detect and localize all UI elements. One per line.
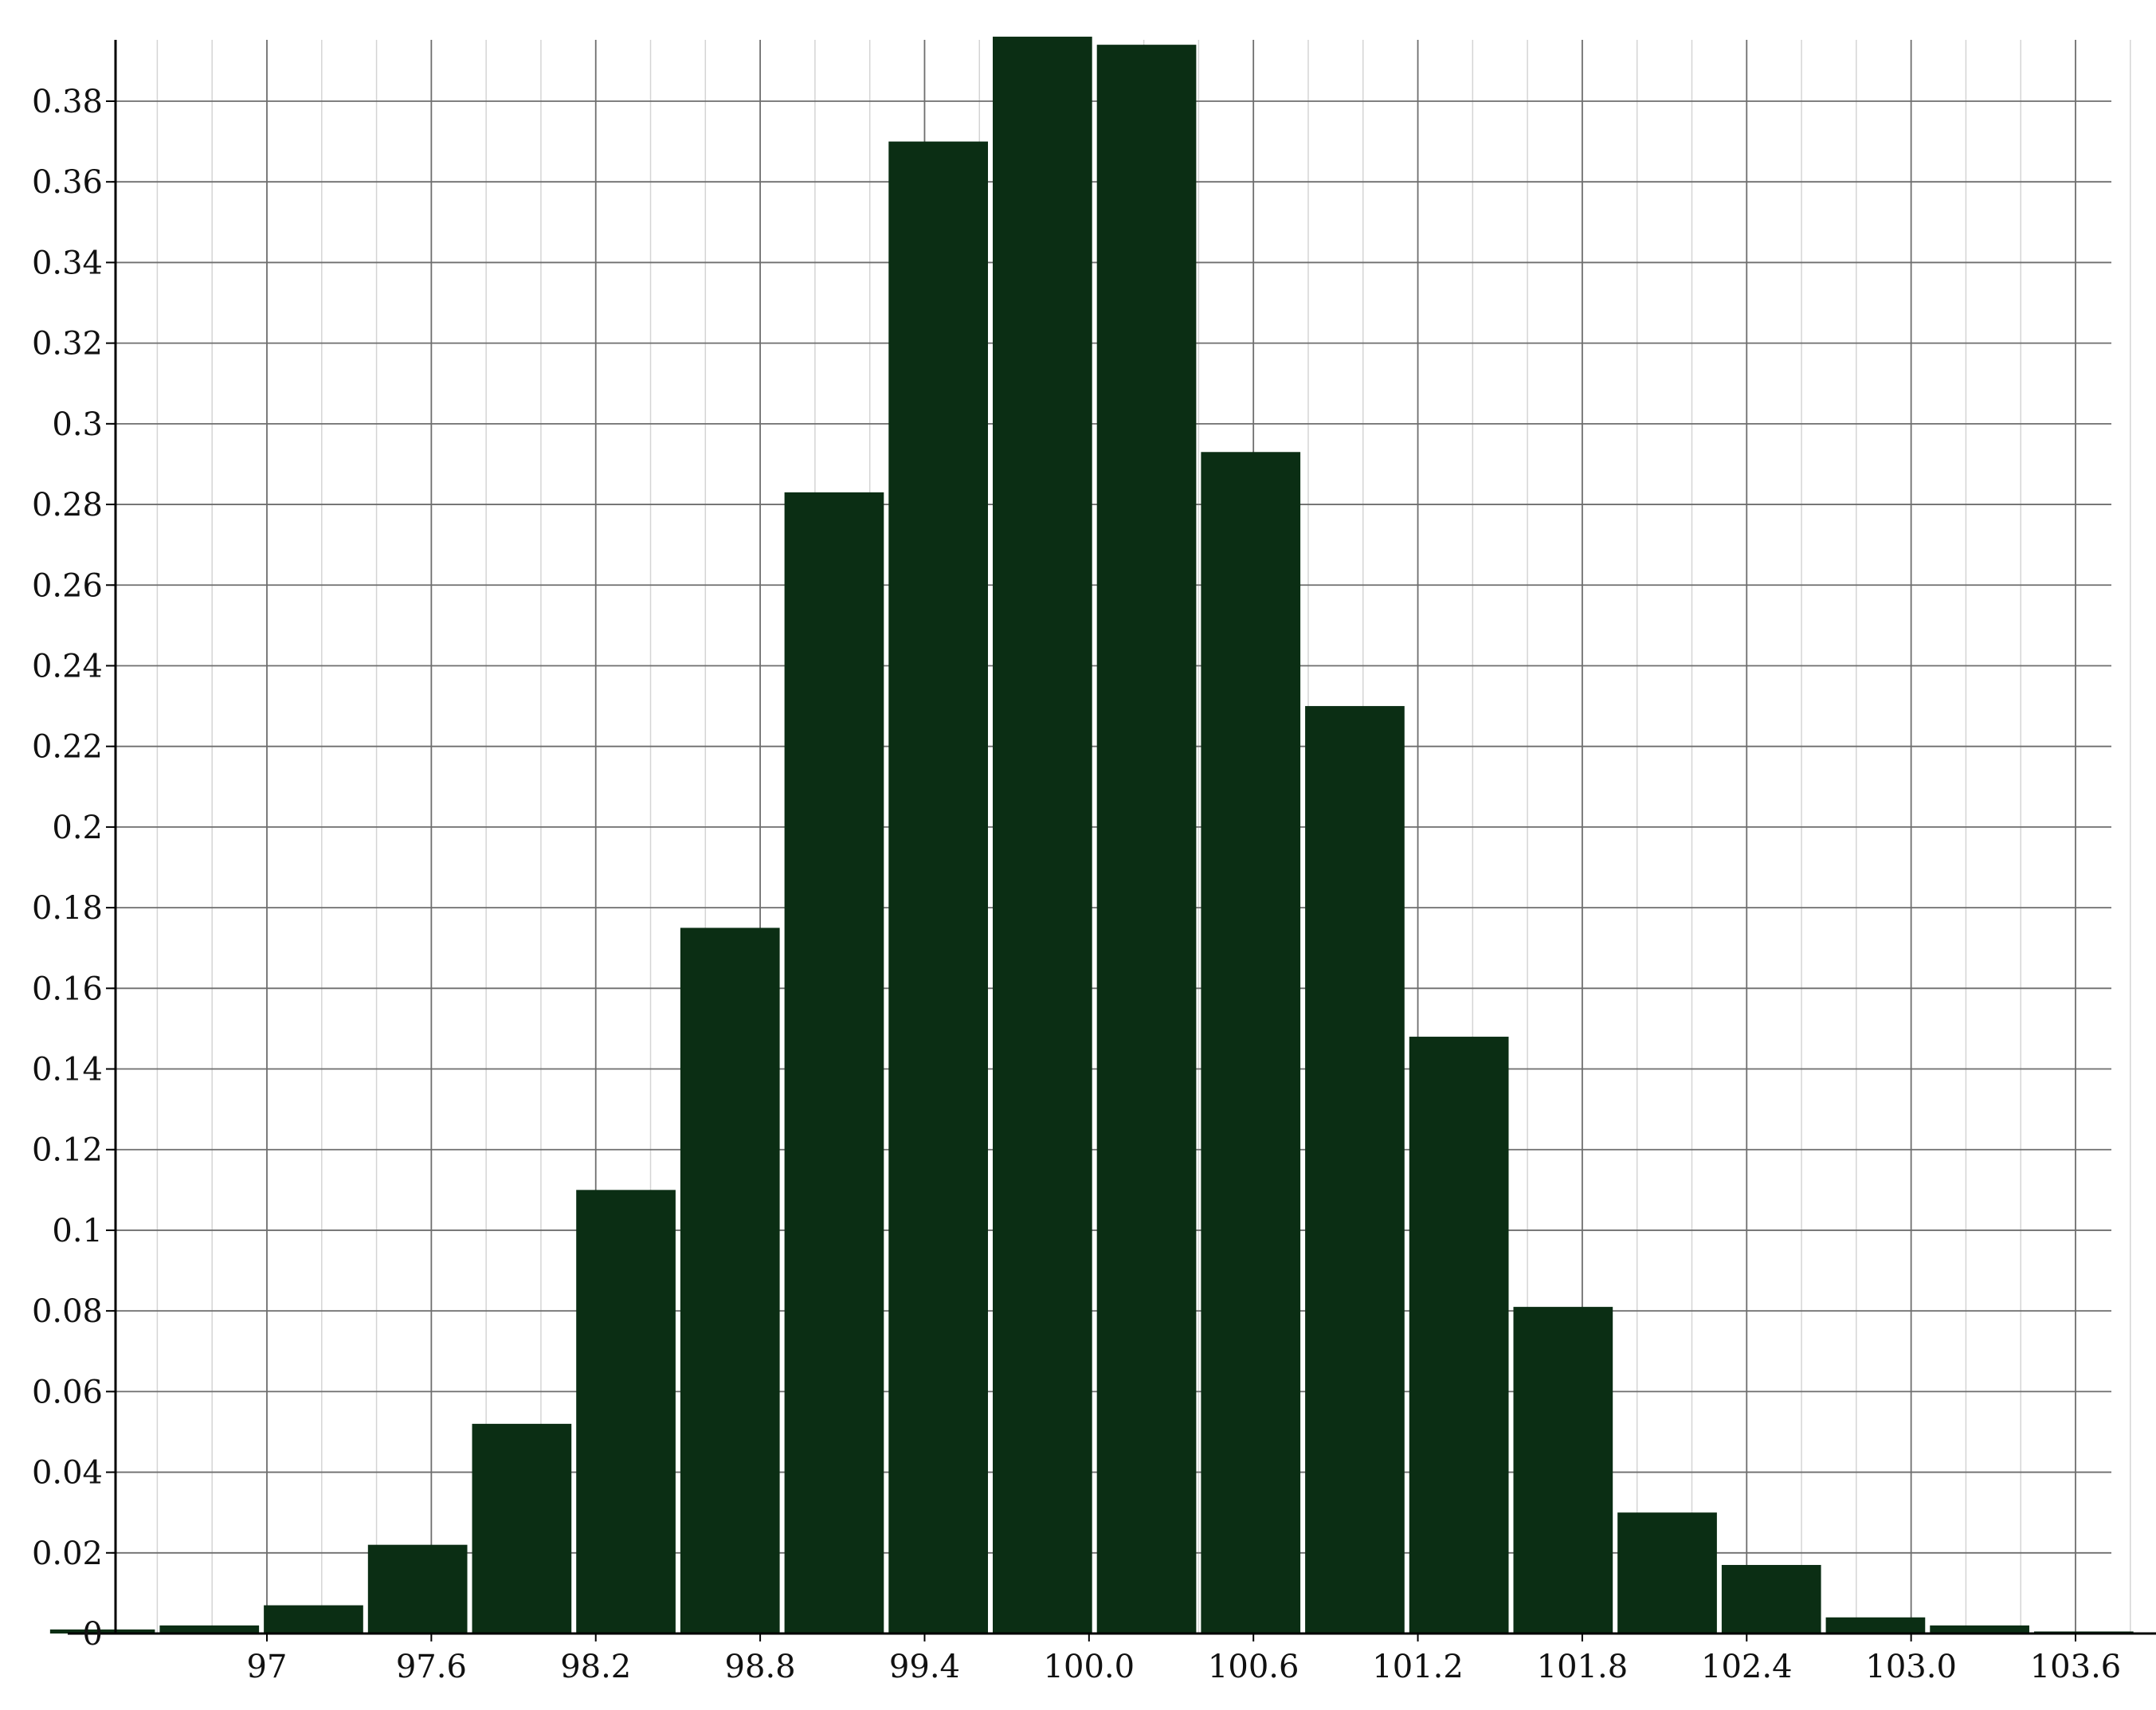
bars xyxy=(49,37,2134,1634)
y-tick-label: 0.3 xyxy=(52,406,103,443)
y-tick-label: 0.26 xyxy=(32,567,103,604)
x-tick-label: 98.8 xyxy=(725,1649,796,1685)
x-tick-label: 102.4 xyxy=(1701,1649,1793,1685)
histogram-bar xyxy=(680,928,780,1634)
histogram-bar xyxy=(49,1629,155,1634)
histogram-bar xyxy=(159,1625,260,1634)
histogram-bar xyxy=(1305,706,1405,1634)
x-tick-label: 103.0 xyxy=(1865,1649,1957,1685)
histogram-bar xyxy=(1096,45,1197,1634)
y-tick-label: 0.36 xyxy=(32,164,103,201)
x-tick-label: 103.6 xyxy=(2030,1649,2122,1685)
histogram-bar xyxy=(993,37,1092,1634)
histogram-bar xyxy=(1617,1512,1717,1634)
x-axis-ticks: 97 97.6 98.2 98.8 99.4 100.0 100.6 101.2 101.8 10… xyxy=(247,1634,2122,1685)
y-tick-label: 0.14 xyxy=(32,1052,103,1088)
y-tick-label: 0.06 xyxy=(32,1374,103,1410)
x-tick-label: 97.6 xyxy=(396,1649,467,1685)
histogram-bar xyxy=(1825,1617,1926,1634)
y-tick-label: 0.1 xyxy=(52,1213,103,1249)
x-tick-label: 99.4 xyxy=(889,1649,960,1685)
histogram-bar xyxy=(367,1544,468,1634)
y-tick-label: 0 xyxy=(83,1616,103,1653)
y-tick-label: 0.16 xyxy=(32,971,103,1007)
histogram-bar xyxy=(784,492,884,1634)
x-tick-label: 100.0 xyxy=(1044,1649,1135,1685)
y-tick-label: 0.22 xyxy=(32,729,103,766)
histogram-bar xyxy=(264,1605,363,1634)
histogram-bar xyxy=(1930,1625,2029,1634)
y-tick-label: 0.08 xyxy=(32,1293,103,1330)
y-tick-label: 0.24 xyxy=(32,648,103,684)
y-tick-label: 0.28 xyxy=(32,487,103,524)
axes xyxy=(68,40,2156,1635)
y-tick-label: 0.38 xyxy=(32,84,103,120)
y-tick-label: 0.12 xyxy=(32,1132,103,1169)
histogram-bar xyxy=(1721,1564,1821,1634)
histogram-bar xyxy=(472,1423,572,1634)
y-tick-label: 0.2 xyxy=(52,810,103,846)
y-tick-label: 0.04 xyxy=(32,1455,103,1492)
histogram-bar xyxy=(1201,452,1301,1634)
y-tick-label: 0.32 xyxy=(32,326,103,363)
histogram-bar xyxy=(576,1190,676,1634)
x-tick-label: 101.8 xyxy=(1537,1649,1629,1685)
y-tick-label: 0.18 xyxy=(32,890,103,927)
histogram-bar xyxy=(1409,1037,1509,1634)
histogram-bar xyxy=(888,141,988,1634)
histogram-bar xyxy=(1513,1307,1613,1634)
y-axis-ticks: 0 0.02 0.04 0.06 0.08 0.1 0.12 0.14 0.16 0.18 0.2 0… xyxy=(32,84,116,1653)
x-tick-label: 100.6 xyxy=(1208,1649,1299,1685)
x-tick-label: 97 xyxy=(247,1649,288,1685)
y-tick-label: 0.02 xyxy=(32,1535,103,1572)
x-tick-label: 101.2 xyxy=(1372,1649,1464,1685)
x-tick-label: 98.2 xyxy=(560,1649,631,1685)
y-tick-label: 0.34 xyxy=(32,245,103,281)
